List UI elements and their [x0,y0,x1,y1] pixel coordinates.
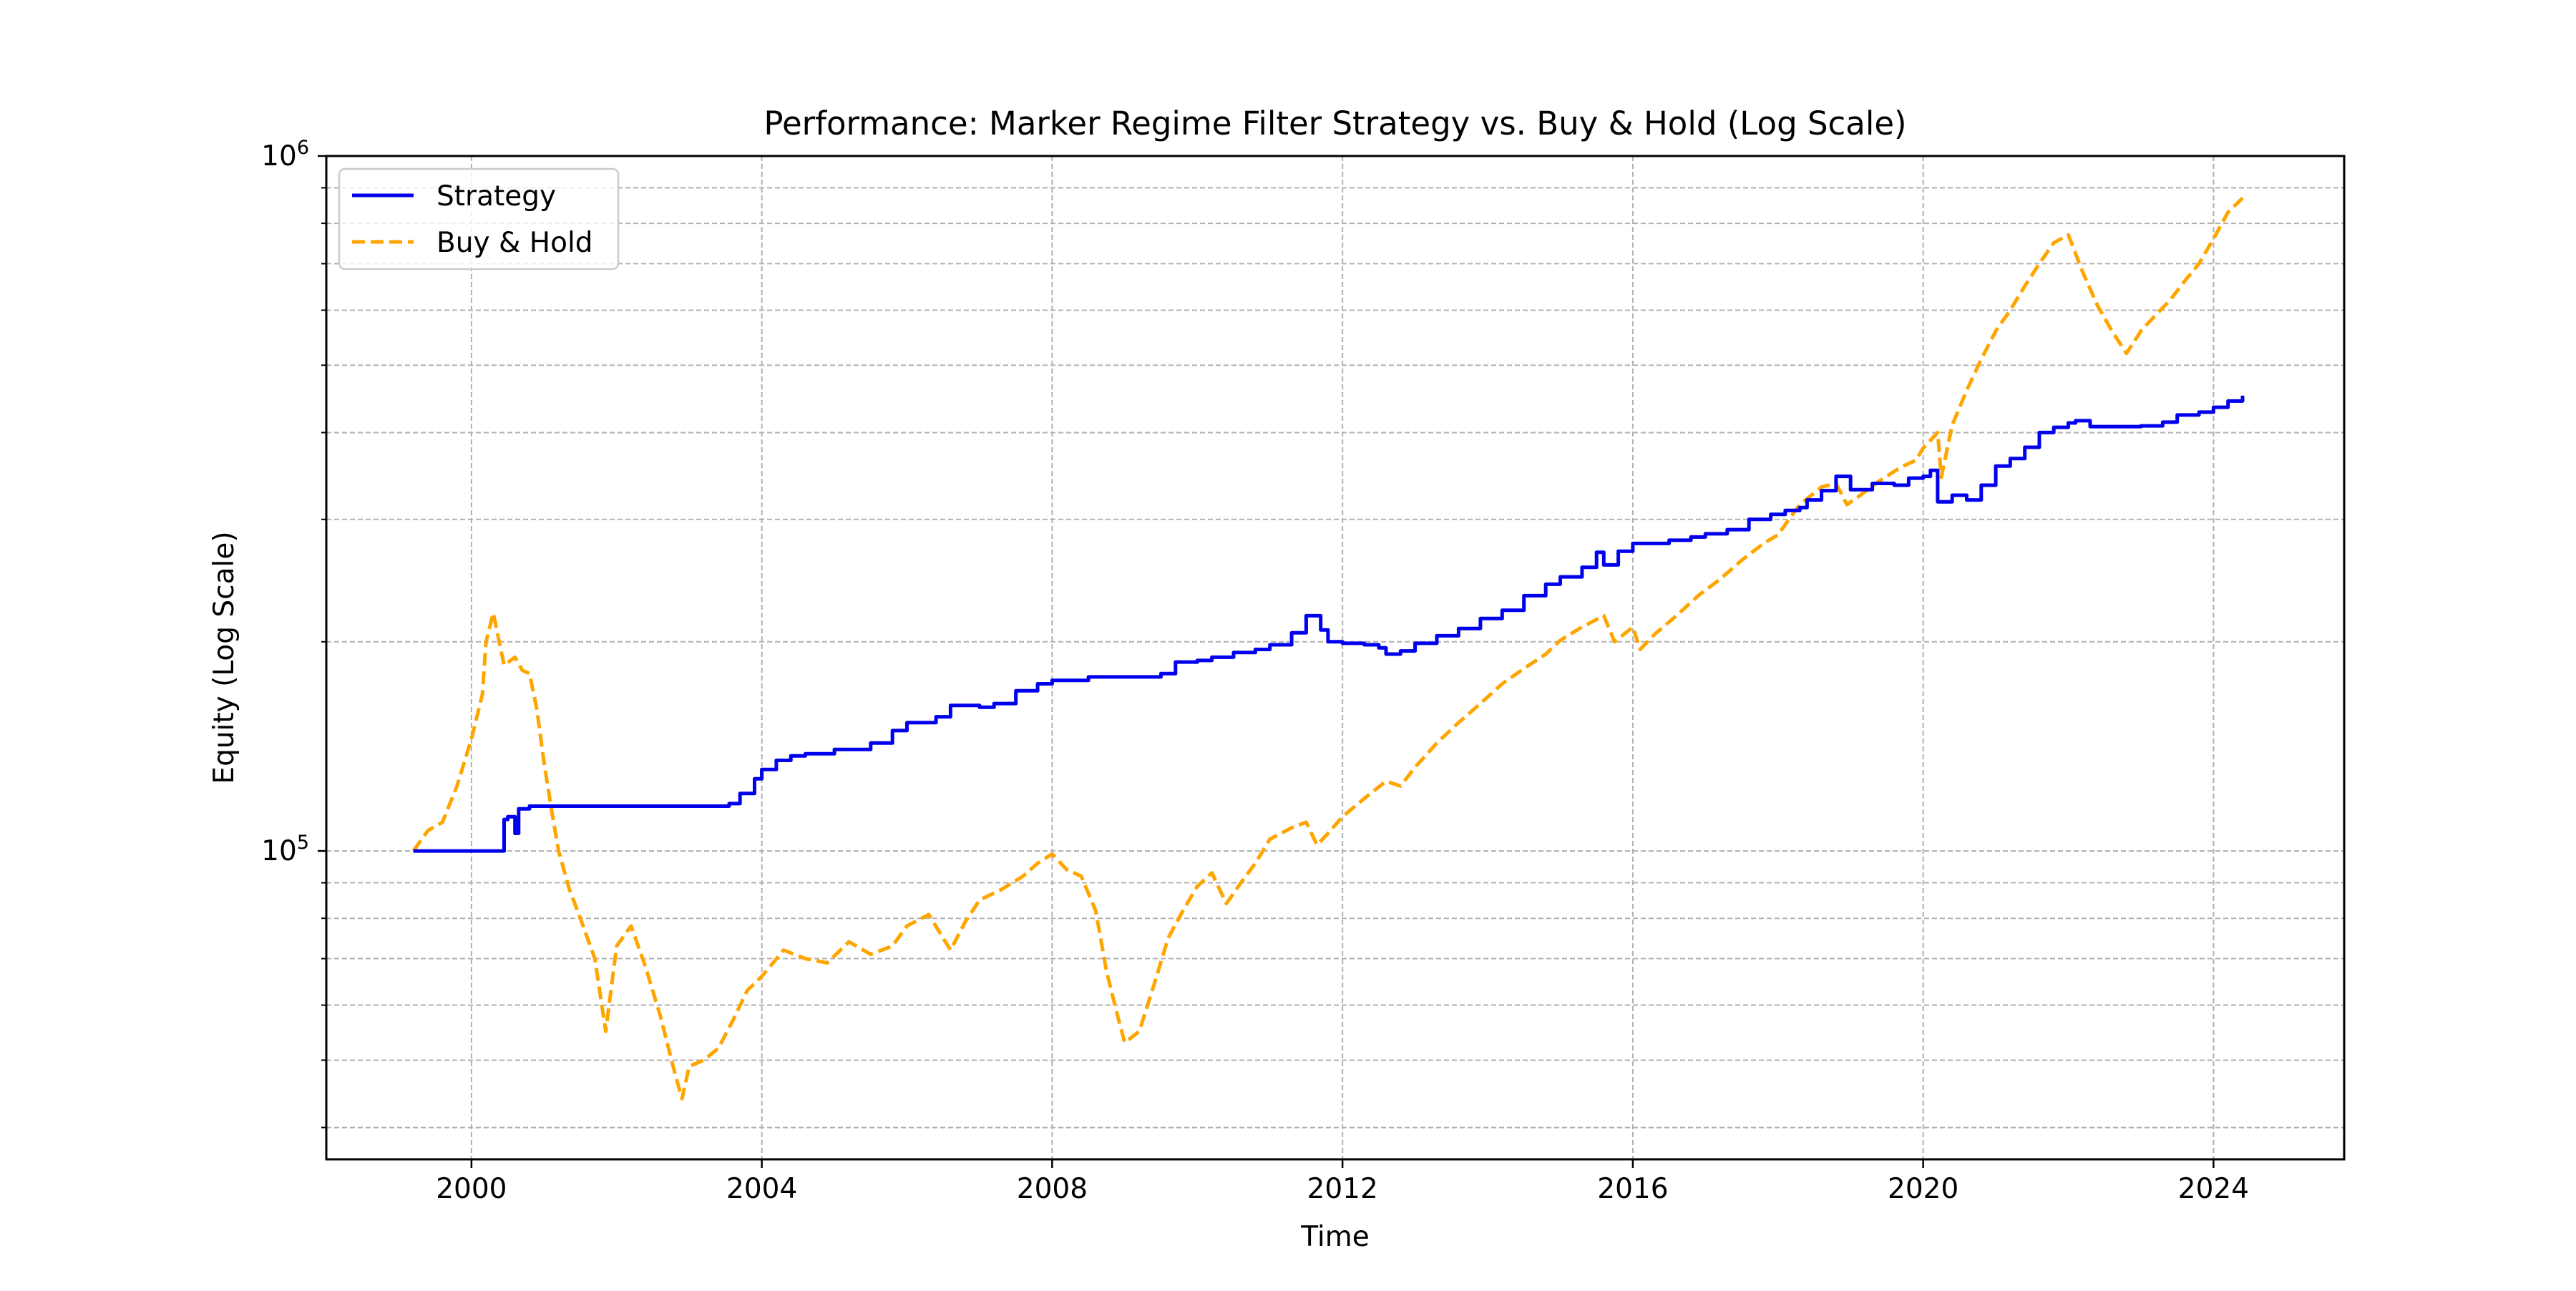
series-layer [411,196,2245,1101]
legend-label-strategy: Strategy [436,180,556,213]
y-tick-label: 105 [261,832,309,867]
x-tick-label: 2016 [1597,1173,1668,1205]
x-tick-label: 2020 [1888,1173,1958,1205]
x-tick-label: 2008 [1017,1173,1088,1205]
x-tick-label: 2000 [436,1173,507,1205]
plot-area-frame [325,155,2346,1161]
x-tick-label: 2012 [1307,1173,1378,1205]
x-axis-label: Time [1300,1221,1369,1253]
y-axis-label: Equity (Log Scale) [208,531,240,784]
legend: Strategy Buy & Hold [338,167,620,271]
x-tick-label: 2004 [726,1173,797,1205]
x-axis-ticks: 2000 2004 2008 2012 2016 2020 2024 [436,1159,2249,1205]
legend-label-buy-hold: Buy & Hold [436,227,593,259]
y-axis-ticks: 105 106 [261,137,326,1129]
series-line-buy-hold [411,196,2244,1101]
chart-title: Performance: Marker Regime Filter Strate… [763,104,1906,142]
x-tick-label: 2024 [2178,1173,2249,1205]
series-line-strategy [413,395,2245,853]
y-tick-label: 106 [261,137,309,172]
